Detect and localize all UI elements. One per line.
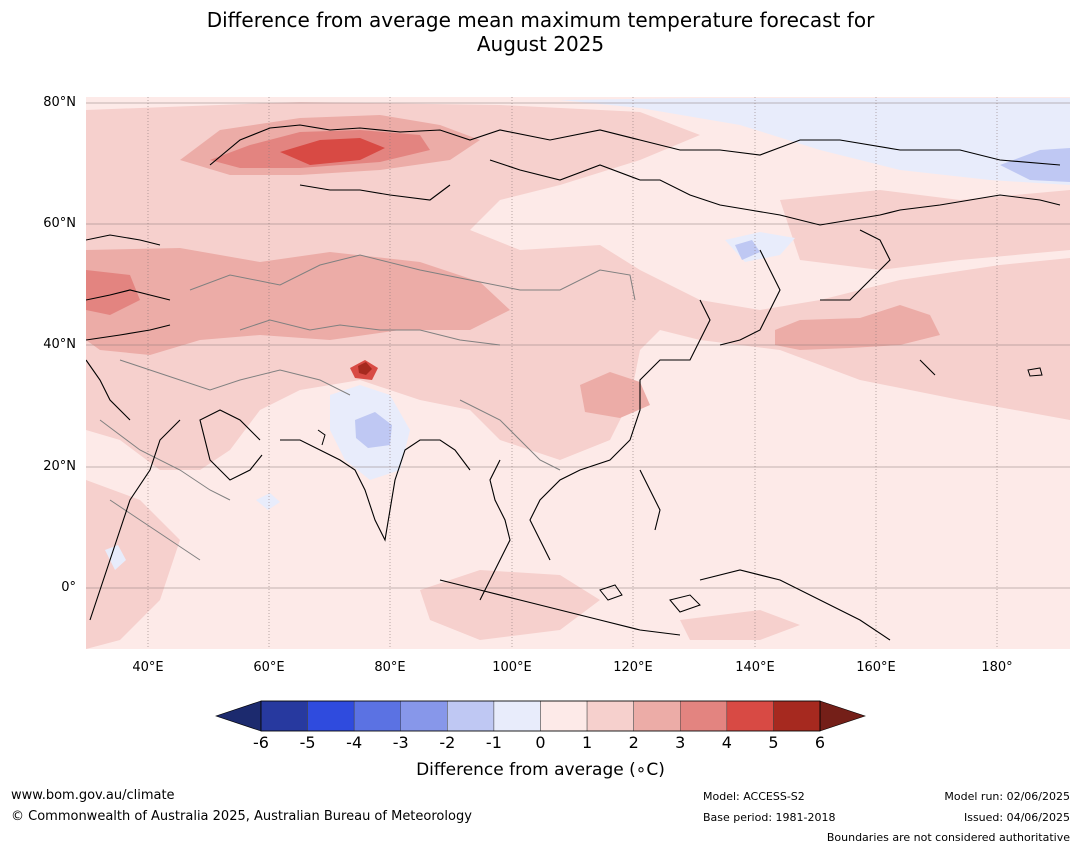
colorbar-segment: [773, 700, 821, 732]
coastlines: [86, 124, 1061, 641]
colorbar-tick-label: -5: [299, 733, 316, 752]
colorbar-tick-label: 1: [581, 733, 593, 752]
lon-label-120e: 120°E: [613, 660, 653, 675]
footer-model-run: Model run: 02/06/2025: [944, 790, 1070, 803]
colorbar-segment: [493, 700, 541, 732]
colorbar: [215, 700, 866, 732]
country-boundaries: [99, 254, 636, 561]
footer-issued: Issued: 04/06/2025: [963, 811, 1070, 824]
lat-label-0: 0°: [61, 580, 76, 595]
anomaly-zone-5-6-kashmir: [358, 362, 372, 375]
colorbar-segment: [307, 700, 355, 732]
footer-website: www.bom.gov.au/climate: [11, 788, 175, 803]
colorbar-tick-label: -2: [439, 733, 456, 752]
colorbar-tick-label: -1: [485, 733, 502, 752]
islands: [317, 367, 1043, 613]
anomaly-zone-3-4-west: [86, 270, 140, 315]
map-area: [86, 97, 1070, 649]
colorbar-tick-label: -3: [392, 733, 409, 752]
lon-label-60e: 60°E: [253, 660, 285, 675]
anomaly-zone-2-3-pacific: [775, 305, 940, 350]
footer-copyright: © Commonwealth of Australia 2025, Austra…: [11, 809, 472, 824]
colorbar-under-arrow: [215, 700, 262, 732]
anomaly-zone-neg-1-0-north: [560, 98, 1070, 185]
colorbar-segment: [540, 700, 588, 732]
anomaly-zone-1-2-indian-ocean: [420, 570, 600, 640]
anomaly-zone-neg-1-0-africa: [105, 545, 126, 570]
anomaly-zone-2-3-china: [580, 372, 650, 418]
anomaly-zone-neg-2-neg-1-india: [355, 412, 392, 448]
anomaly-zone-1-2-east: [780, 190, 1070, 270]
lat-label-60n: 60°N: [43, 216, 76, 231]
footer-model: Model: ACCESS-S2: [703, 790, 805, 803]
lon-label-180: 180°: [981, 660, 1013, 675]
colorbar-over-arrow: [819, 700, 866, 732]
colorbar-segment: [400, 700, 448, 732]
title-line-2: August 2025: [476, 32, 605, 56]
anomaly-zone-neg-2-neg-1-northeast: [1000, 148, 1070, 182]
graticule: [86, 97, 1070, 649]
anomaly-zone-2-3-central: [86, 248, 510, 355]
lon-label-80e: 80°E: [374, 660, 406, 675]
anomaly-zone-neg-1-0-arabian-sea: [256, 493, 280, 510]
colorbar-segment: [633, 700, 681, 732]
title-line-1: Difference from average mean maximum tem…: [206, 8, 875, 32]
anomaly-zone-1-2-north: [86, 102, 1070, 470]
lat-label-80n: 80°N: [43, 95, 76, 110]
lon-label-100e: 100°E: [492, 660, 532, 675]
map-title: Difference from average mean maximum tem…: [0, 8, 1081, 56]
colorbar-tick-label: 5: [768, 733, 779, 752]
lon-label-40e: 40°E: [132, 660, 164, 675]
footer-disclaimer: Boundaries are not considered authoritat…: [826, 831, 1070, 844]
lon-label-140e: 140°E: [735, 660, 775, 675]
colorbar-tick-label: 4: [721, 733, 732, 752]
anomaly-zone-1-2-pacific: [680, 610, 800, 640]
colorbar-segment: [260, 700, 308, 732]
colorbar-segment: [586, 700, 634, 732]
lon-label-160e: 160°E: [856, 660, 896, 675]
anomaly-zone-neg-2-neg-1-sea-of-okhotsk: [735, 240, 760, 260]
colorbar-tick-label: -6: [253, 733, 269, 752]
colorbar-outline: [260, 700, 821, 732]
colorbar-tick-label: 6: [814, 733, 826, 752]
colorbar-tick-label: 0: [535, 733, 546, 752]
lat-label-20n: 20°N: [43, 459, 76, 474]
colorbar-segment: [353, 700, 401, 732]
anomaly-zone-4-5-north: [280, 138, 385, 165]
colorbar-label: Difference from average (∘C): [416, 760, 665, 780]
colorbar-tick-label: 2: [628, 733, 639, 752]
colorbar-segment: [447, 700, 495, 732]
lat-label-40n: 40°N: [43, 337, 76, 352]
anomaly-zone-1-2-africa: [86, 480, 180, 649]
colorbar-segment: [726, 700, 774, 732]
colorbar-tick-label: -4: [346, 733, 363, 752]
footer-base-period: Base period: 1981-2018: [703, 811, 836, 824]
colorbar-tick-label: 3: [675, 733, 686, 752]
colorbar-segment: [680, 700, 728, 732]
